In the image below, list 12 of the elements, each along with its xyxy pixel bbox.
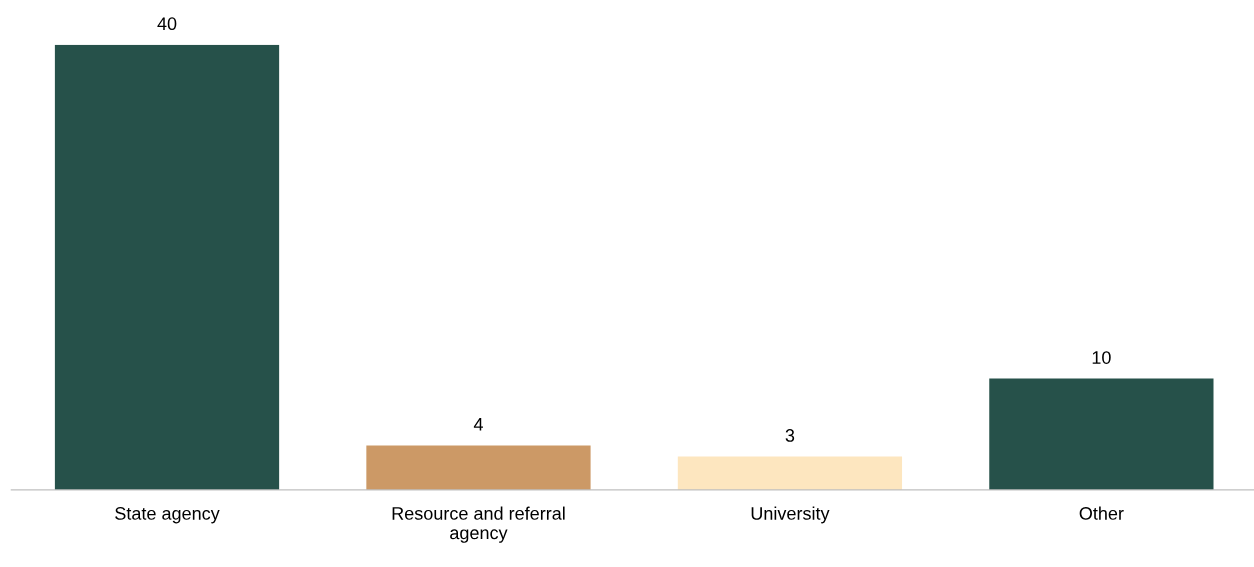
bar bbox=[677, 456, 903, 490]
x-tick-label: State agency bbox=[115, 507, 220, 524]
bar bbox=[54, 44, 280, 490]
data-label: 4 bbox=[473, 418, 483, 431]
data-label: 3 bbox=[785, 429, 795, 442]
data-label: 10 bbox=[1092, 351, 1111, 364]
bar bbox=[366, 445, 591, 490]
x-tick-label: Other bbox=[1079, 506, 1124, 520]
data-label: 40 bbox=[157, 17, 177, 31]
bar bbox=[989, 378, 1214, 490]
x-tick-label: Resource and referral agency bbox=[392, 506, 565, 543]
x-tick-label: University bbox=[751, 506, 830, 524]
